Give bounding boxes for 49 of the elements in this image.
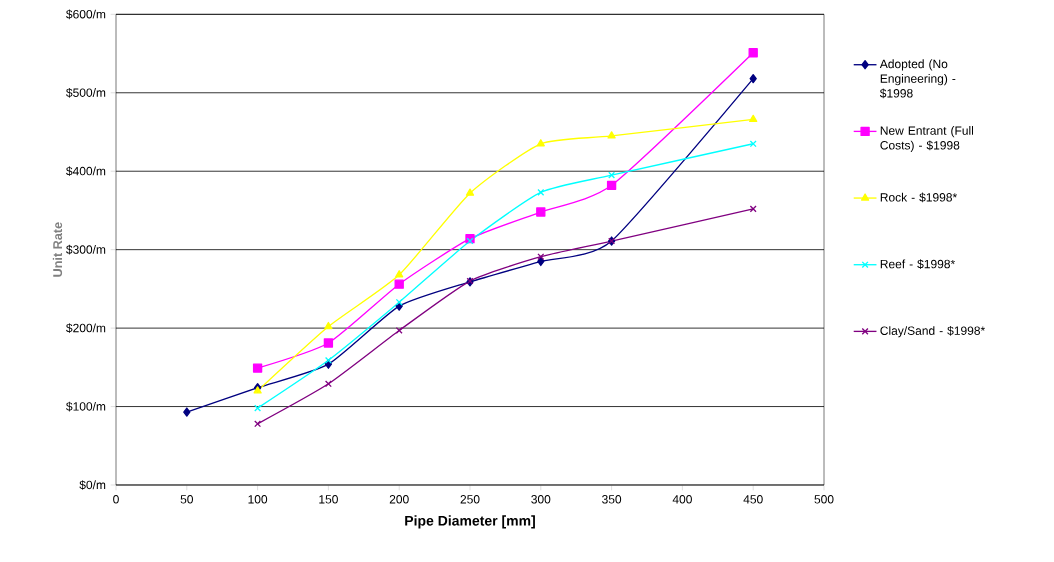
x-tick-label: 50 [180,495,194,504]
point [254,420,262,428]
x-tick-label: 250 [460,495,480,504]
y-tick-label: $600/m [66,9,106,20]
legend-label: Clay/Sand - $1998* [880,325,985,338]
x-tick-label: 100 [248,495,268,504]
x-tick-label: 0 [113,495,119,504]
point [395,270,404,278]
point [607,131,616,139]
point [395,326,403,334]
point [324,380,332,388]
point [394,279,404,289]
legend-label: Reef - $1998* [880,259,955,269]
x-tick-label: 200 [389,495,409,504]
point [606,180,617,191]
point [749,114,758,123]
point [748,48,758,58]
x-tick-label: 500 [814,495,834,504]
x-axis-title: Pipe Diameter [mm] [405,515,535,529]
point [324,356,332,364]
point [537,253,545,261]
point [749,205,757,213]
legend-label: Adopted (No Engineering) - $1998 [879,59,956,99]
point [252,363,263,373]
point [608,171,616,179]
point [749,73,757,84]
y-tick-label: $400/m [66,166,106,177]
x-tick-label: 350 [602,495,622,504]
x-tick-label: 300 [531,495,551,504]
point [323,338,334,348]
x-tick-label: 450 [743,495,763,504]
y-tick-label: $100/m [66,401,106,412]
y-tick-label: $200/m [66,323,106,333]
point [254,404,262,412]
point [537,256,545,267]
point [324,321,333,330]
x-tick-label: 150 [319,495,338,504]
point [536,207,546,217]
legend-label: Rock - $1998* [880,192,957,203]
point [537,188,545,196]
x-tick-label: 400 [672,495,692,504]
y-tick-label: $0/m [79,480,106,490]
legend-label: New Entrant (Full Costs) - $1998 [880,126,974,152]
y-tick-label: $300/m [66,244,106,255]
y-axis-title: Unit Rate [52,222,63,277]
point [183,407,191,417]
y-tick-label: $500/m [66,87,106,98]
point [536,139,545,147]
point [465,188,475,196]
